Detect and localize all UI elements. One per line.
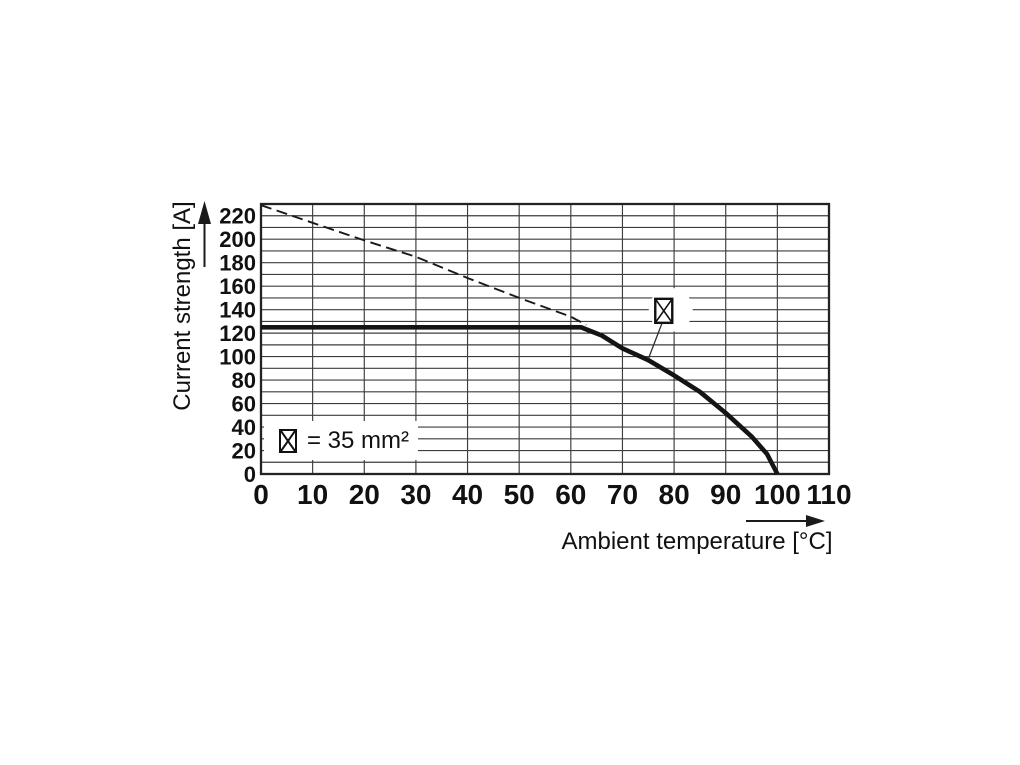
svg-text:50: 50: [504, 479, 535, 510]
boxed-x-icon: [279, 428, 297, 453]
svg-text:110: 110: [806, 479, 851, 510]
svg-text:100: 100: [219, 345, 256, 370]
svg-text:60: 60: [555, 479, 586, 510]
svg-text:0: 0: [244, 462, 256, 487]
annotation-group: [647, 287, 693, 360]
solid-current-curve: [261, 324, 780, 476]
svg-text:10: 10: [297, 479, 328, 510]
svg-text:180: 180: [219, 251, 256, 276]
svg-text:40: 40: [452, 479, 483, 510]
svg-text:90: 90: [710, 479, 741, 510]
legend-box: = 35 mm²: [264, 421, 418, 460]
x-tick-labels: 0 10 20 30 40 50 60 70 80 90 100 110: [253, 479, 851, 510]
svg-text:100: 100: [754, 479, 801, 510]
annotation-leader-line: [647, 323, 663, 360]
svg-text:120: 120: [219, 321, 256, 346]
svg-text:40: 40: [232, 415, 256, 440]
svg-text:70: 70: [607, 479, 638, 510]
svg-text:60: 60: [232, 392, 256, 417]
svg-text:20: 20: [349, 479, 380, 510]
boxed-x-marker-icon: [654, 297, 674, 325]
x-axis-title: Ambient temperature [°C]: [561, 528, 833, 555]
svg-text:160: 160: [219, 274, 256, 299]
dashed-capacity-curve: [260, 204, 587, 326]
svg-text:0: 0: [253, 479, 269, 510]
svg-text:140: 140: [219, 298, 256, 323]
svg-text:220: 220: [219, 204, 256, 229]
y-axis-arrow-icon: [198, 201, 211, 267]
svg-text:80: 80: [659, 479, 690, 510]
plot-frame: [259, 202, 831, 476]
legend-label: = 35 mm²: [307, 426, 410, 454]
svg-text:20: 20: [232, 439, 256, 464]
svg-text:80: 80: [232, 368, 256, 393]
x-axis-arrow-icon: [746, 515, 825, 527]
y-axis-title: Current strength [A]: [169, 201, 196, 411]
svg-text:200: 200: [219, 227, 256, 252]
svg-text:30: 30: [400, 479, 431, 510]
